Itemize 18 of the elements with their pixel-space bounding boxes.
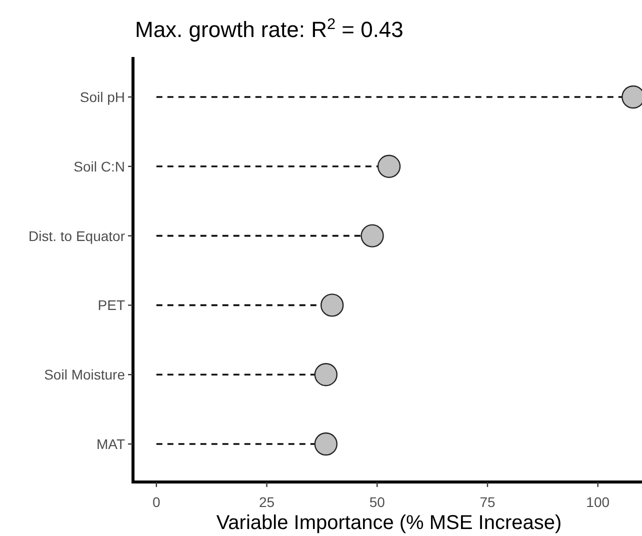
chart-title: Max. growth rate: R$^{2}$ = 0.43 <box>135 16 404 42</box>
y-tick-label: Soil pH <box>80 89 125 105</box>
x-axis-title: Variable Importance (% MSE Increase) <box>216 512 562 534</box>
y-tick-label: Dist. to Equator <box>28 228 126 244</box>
x-tick-label: 75 <box>480 494 496 510</box>
y-tick-label: Soil Moisture <box>44 366 126 383</box>
point <box>314 432 338 456</box>
point <box>314 363 338 386</box>
point <box>377 154 401 178</box>
x-tick-label: 0 <box>152 494 160 510</box>
y-tick-label: Soil C:N <box>74 158 125 174</box>
x-tick-label: 50 <box>369 494 386 510</box>
x-tick-label: 25 <box>258 494 275 510</box>
y-tick-label: PET <box>98 297 126 314</box>
y-tick-label: MAT <box>96 436 126 452</box>
x-tick-label: 100 <box>586 494 610 510</box>
point <box>360 224 384 248</box>
point <box>320 294 344 317</box>
